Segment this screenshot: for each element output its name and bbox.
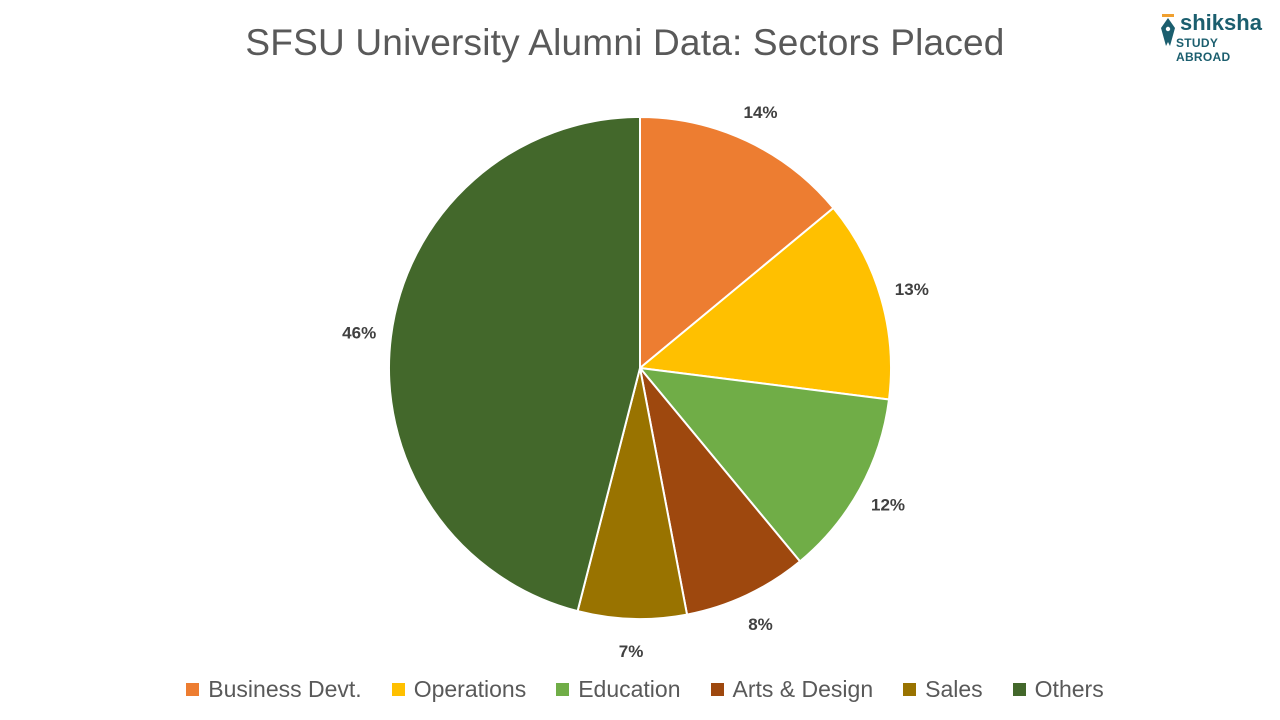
legend-swatch — [710, 683, 724, 696]
legend-swatch — [556, 683, 570, 696]
pen-nib-icon — [1161, 14, 1175, 46]
legend-label: Arts & Design — [732, 676, 874, 702]
legend-item-6: Others — [1012, 676, 1104, 703]
logo-tagline: STUDY ABROAD — [1176, 36, 1231, 64]
pie-chart: 14% 13% 12% 8% 7% 46% — [342, 103, 929, 661]
slice-label-3: 12% — [871, 495, 905, 514]
legend-item-2: Operations — [391, 676, 527, 703]
chart-title: SFSU University Alumni Data: Sectors Pla… — [245, 22, 1005, 63]
legend-item-1: Business Devt. — [186, 676, 362, 703]
pie-slice-1 — [639, 115, 835, 371]
pie-slice-3 — [637, 366, 891, 563]
legend-label: Education — [578, 676, 681, 702]
slice-label-1: 14% — [743, 103, 777, 122]
legend-label: Operations — [413, 676, 527, 702]
legend-label: Business Devt. — [208, 676, 362, 702]
pie-slice-5 — [576, 367, 689, 620]
slice-label-5: 7% — [619, 642, 644, 661]
shiksha-logo: shiksha STUDY ABROAD — [1158, 10, 1268, 64]
slice-label-6: 46% — [342, 324, 376, 343]
legend-swatch — [186, 683, 200, 696]
slice-label-4: 8% — [748, 615, 773, 634]
legend-label: Sales — [925, 676, 983, 702]
legend-item-4: Arts & Design — [710, 676, 874, 703]
pie-slice-4 — [639, 367, 802, 616]
logo-wordmark: shiksha — [1180, 10, 1262, 35]
legend-item-3: Education — [556, 676, 681, 703]
legend-swatch — [391, 683, 405, 696]
legend-item-5: Sales — [903, 676, 983, 703]
legend-swatch — [1012, 683, 1026, 696]
legend-swatch — [903, 683, 917, 696]
chart-legend: Business Devt. Operations Education Arts & … — [0, 676, 1280, 703]
legend-label: Others — [1034, 676, 1104, 702]
pie-slice-2 — [637, 206, 892, 401]
slice-label-2: 13% — [895, 280, 929, 299]
pie-slice-6 — [388, 115, 641, 613]
